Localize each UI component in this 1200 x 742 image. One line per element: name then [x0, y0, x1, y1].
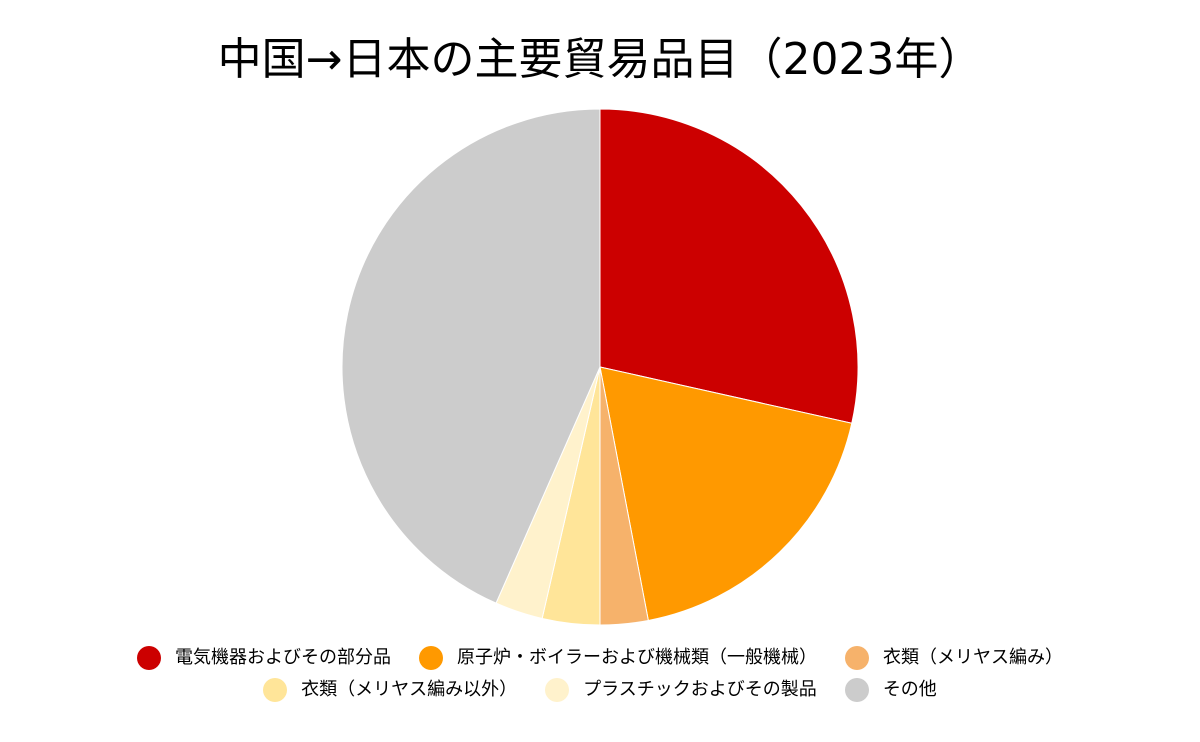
chart-title: 中国→日本の主要貿易品目（2023年） — [217, 34, 983, 85]
legend-label-nonknit-apparel: 衣類（メリヤス編み以外） — [301, 679, 518, 700]
pie-slice-machinery — [599, 366, 853, 622]
legend-swatch-knit-apparel — [845, 646, 869, 670]
legend-row-2: 衣類（メリヤス編み以外） プラスチックおよびその製品 その他 — [0, 674, 1200, 706]
legend-item-electrical: 電気機器およびその部分品 — [137, 642, 391, 674]
legend-label-machinery: 原子炉・ボイラーおよび機械類（一般機械） — [457, 647, 817, 668]
pie-slices — [341, 108, 859, 626]
legend-item-plastics: プラスチックおよびその製品 — [545, 674, 817, 706]
legend-item-nonknit-apparel: 衣類（メリヤス編み以外） — [263, 674, 517, 706]
legend-item-other: その他 — [844, 674, 937, 706]
legend-swatch-plastics — [545, 678, 570, 702]
legend-label-plastics: プラスチックおよびその製品 — [583, 679, 817, 700]
legend-label-other: その他 — [882, 679, 937, 700]
legend-label-electrical: 電気機器およびその部分品 — [175, 647, 391, 668]
legend-row-1: 電気機器およびその部分品 原子炉・ボイラーおよび機械類（一般機械） 衣類（メリヤ… — [0, 642, 1200, 674]
legend-item-knit-apparel: 衣類（メリヤス編み） — [845, 642, 1063, 674]
legend-swatch-nonknit-apparel — [263, 678, 288, 702]
legend-item-machinery: 原子炉・ボイラーおよび機械類（一般機械） — [419, 642, 817, 674]
pie-slice-electrical — [599, 108, 859, 424]
legend: 電気機器およびその部分品 原子炉・ボイラーおよび機械類（一般機械） 衣類（メリヤ… — [0, 642, 1200, 706]
pie-slice-other — [341, 108, 601, 604]
legend-swatch-other — [844, 678, 869, 702]
legend-label-knit-apparel: 衣類（メリヤス編み） — [883, 647, 1063, 668]
legend-swatch-electrical — [137, 646, 161, 670]
legend-swatch-machinery — [419, 646, 443, 670]
